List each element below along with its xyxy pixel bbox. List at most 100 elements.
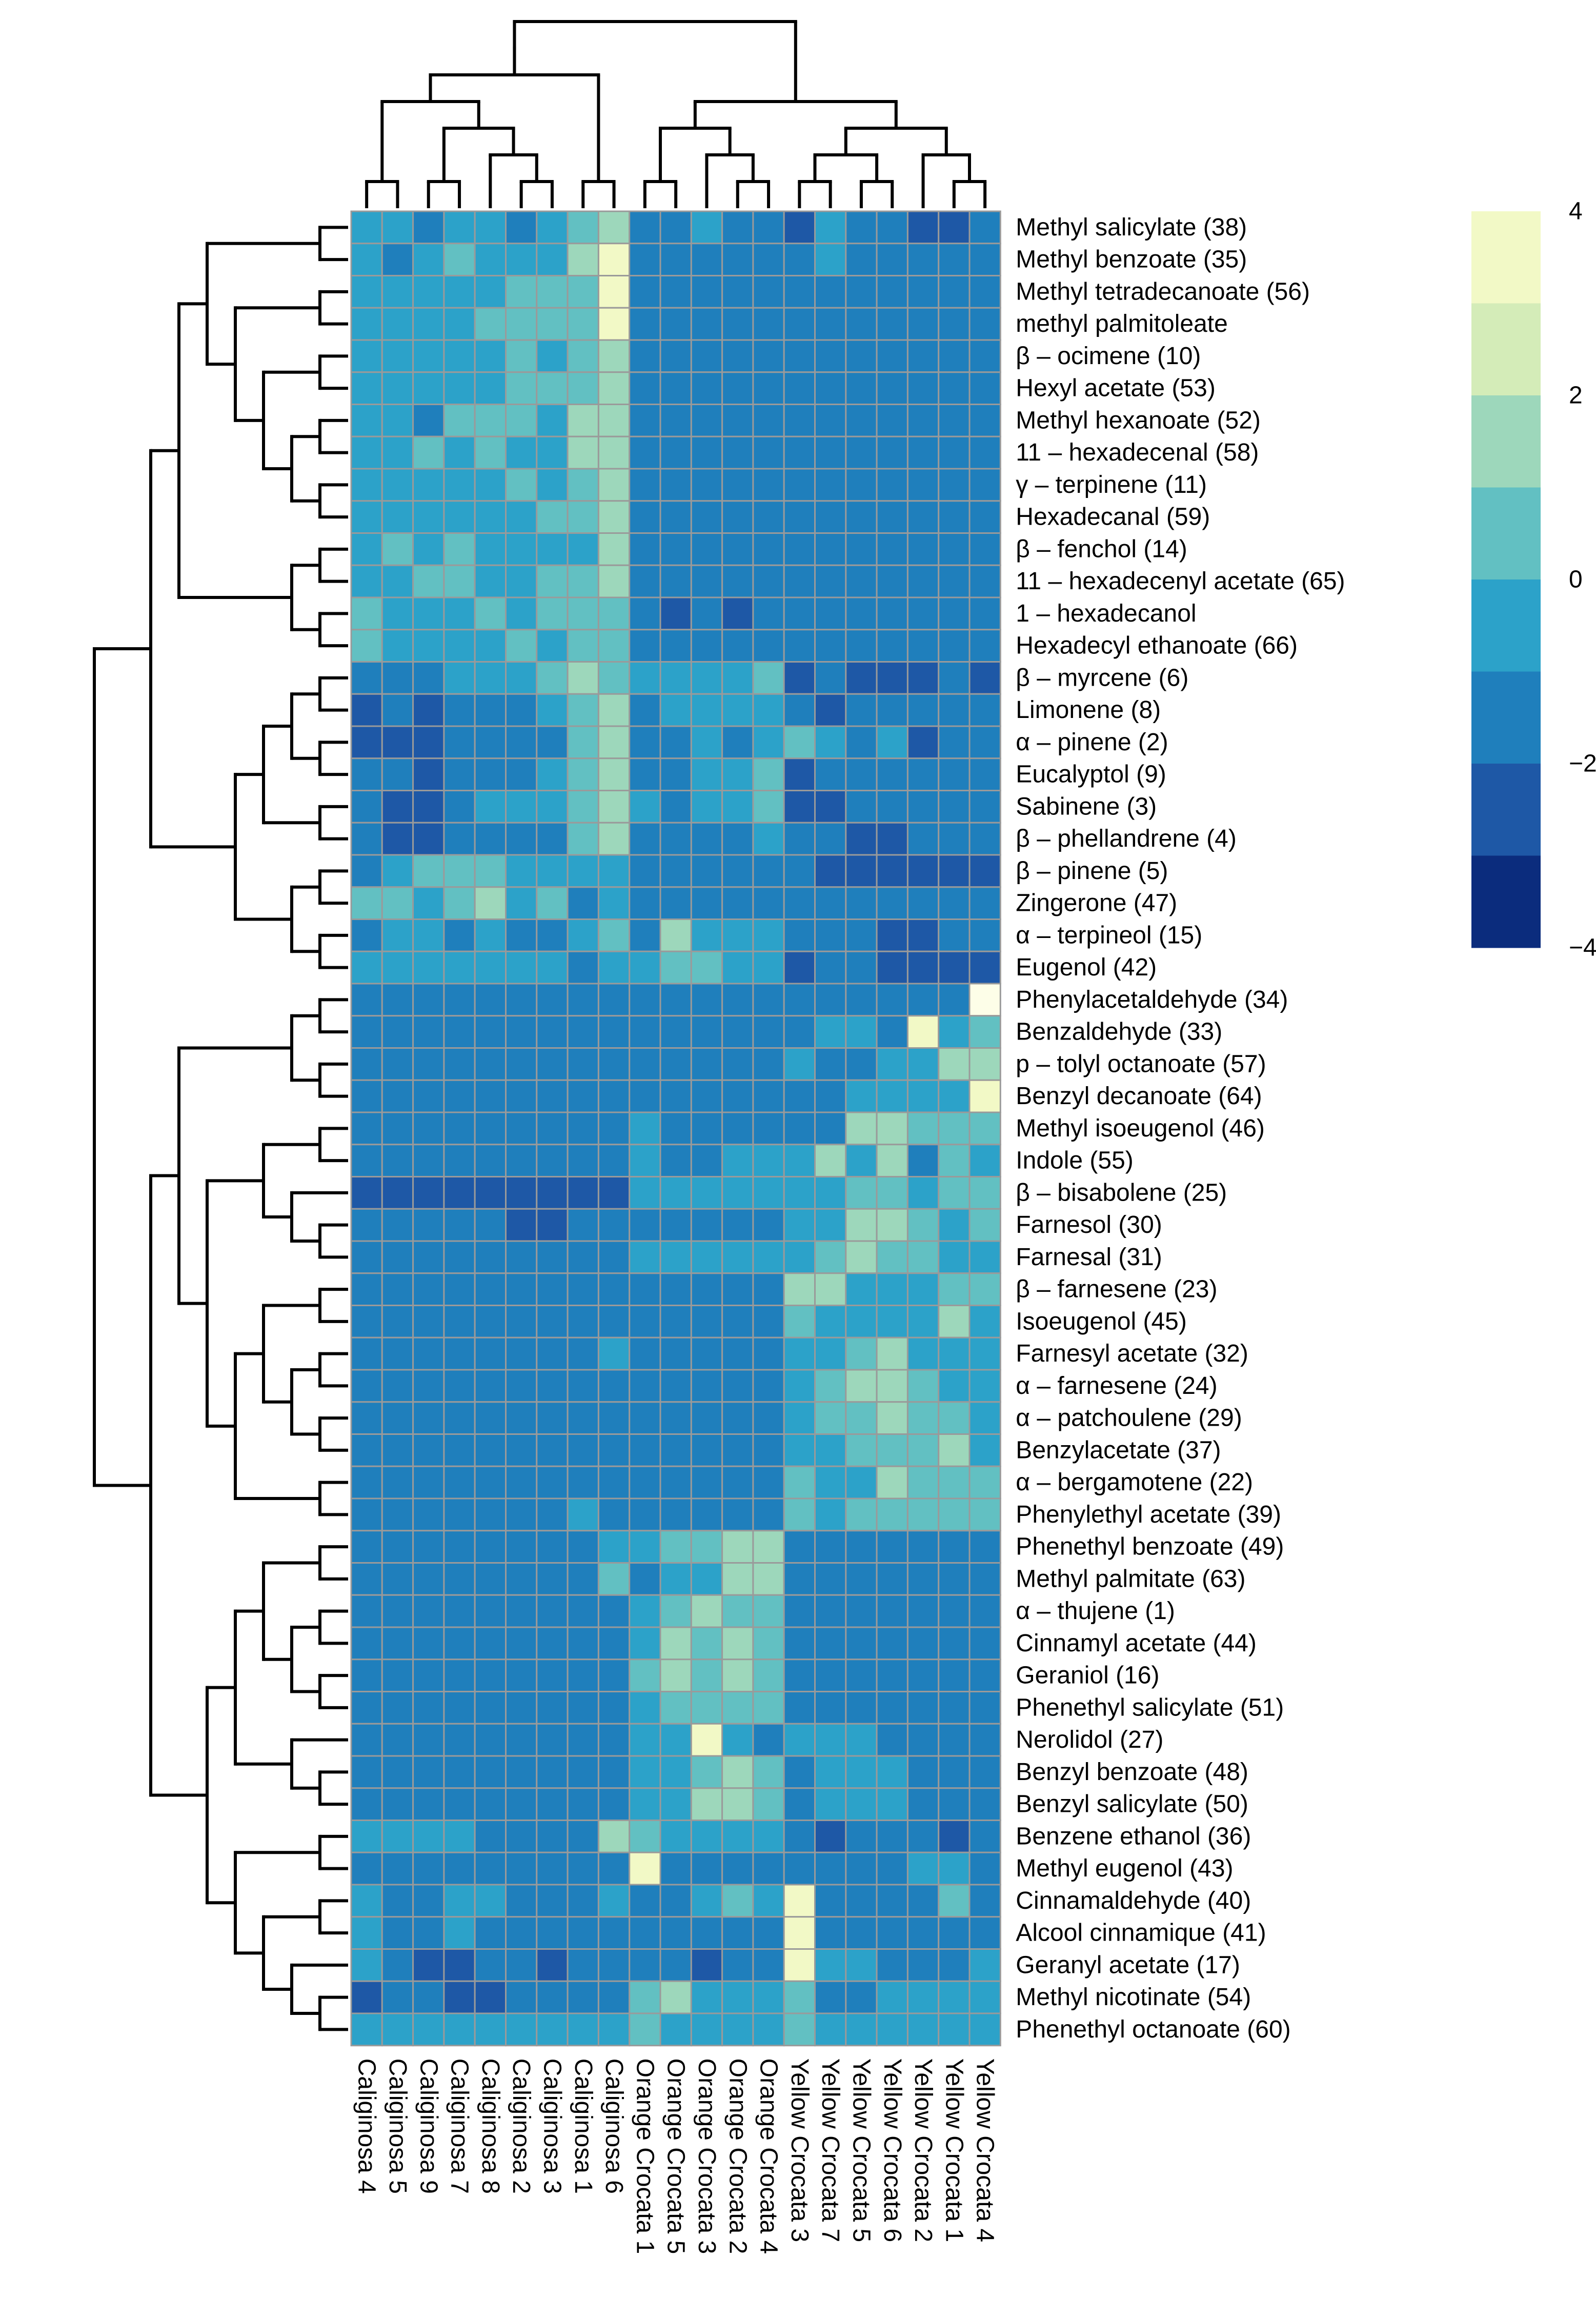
heatmap-cell	[629, 339, 661, 373]
heatmap-cell	[814, 500, 847, 534]
heatmap-cell	[876, 1658, 908, 1692]
heatmap-cell	[968, 1111, 1001, 1146]
heatmap-cell	[381, 1530, 414, 1564]
heatmap-cell	[474, 886, 507, 920]
heatmap-cell	[876, 1530, 908, 1564]
heatmap-cell	[845, 1787, 878, 1821]
heatmap-cell	[629, 1047, 661, 1081]
heatmap-cell	[752, 950, 785, 985]
heatmap-cell	[536, 854, 569, 888]
column-label: Yellow Crocata 4	[972, 2059, 999, 2242]
heatmap-cell	[938, 661, 971, 695]
column-label: Caliginosa 6	[600, 2059, 628, 2194]
heatmap-cell	[629, 1111, 661, 1146]
heatmap-cell	[906, 307, 940, 341]
heatmap-cell	[721, 1980, 754, 2014]
heatmap-cell	[938, 790, 971, 824]
legend-swatch	[1471, 855, 1541, 948]
heatmap-cell	[690, 1336, 723, 1371]
heatmap-cell	[690, 1948, 723, 1982]
heatmap-cell	[690, 1144, 723, 1177]
heatmap-cell	[629, 1401, 661, 1435]
heatmap-cell	[443, 1594, 476, 1628]
heatmap-cell	[906, 886, 940, 920]
heatmap-cell	[659, 854, 692, 888]
heatmap-cell	[906, 1144, 940, 1177]
heatmap-cell	[474, 1530, 507, 1564]
heatmap-cell	[474, 1015, 507, 1049]
heatmap-cell	[783, 629, 816, 663]
heatmap-cell	[938, 983, 971, 1017]
heatmap-cell	[938, 950, 971, 985]
heatmap-cell	[845, 1176, 878, 1210]
heatmap-cell	[474, 1176, 507, 1210]
heatmap-cell	[443, 1079, 476, 1113]
heatmap-cell	[814, 1433, 847, 1467]
heatmap-cell	[597, 275, 631, 309]
heatmap-cell	[350, 1562, 383, 1596]
heatmap-cell	[536, 1723, 569, 1757]
heatmap-cell	[474, 950, 507, 985]
heatmap-cell	[659, 1884, 692, 1918]
heatmap-cell	[659, 1176, 692, 1210]
heatmap-cell	[721, 1562, 754, 1596]
heatmap-cell	[505, 468, 538, 502]
heatmap-cell	[752, 1305, 785, 1338]
heatmap-cell	[629, 1980, 661, 2014]
heatmap-cell	[814, 1272, 847, 1306]
heatmap-cell	[783, 1530, 816, 1564]
heatmap-cell	[783, 1594, 816, 1628]
heatmap-cell	[350, 983, 383, 1017]
heatmap-cell	[721, 1336, 754, 1371]
heatmap-cell	[629, 1015, 661, 1049]
heatmap-cell	[938, 1272, 971, 1306]
heatmap-cell	[474, 275, 507, 309]
heatmap-cell	[845, 1465, 878, 1500]
heatmap-cell	[536, 1305, 569, 1338]
heatmap-cell	[350, 243, 383, 276]
heatmap-cell	[876, 468, 908, 502]
heatmap-cell	[597, 1433, 631, 1467]
heatmap-cell	[721, 371, 754, 405]
heatmap-cell	[968, 1820, 1001, 1853]
heatmap-cell	[597, 1465, 631, 1500]
heatmap-cell	[567, 1980, 599, 2014]
heatmap-cell	[381, 693, 414, 727]
heatmap-cell	[690, 1401, 723, 1435]
heatmap-cell	[597, 1658, 631, 1692]
heatmap-cell	[629, 596, 661, 631]
heatmap-cell	[752, 596, 785, 631]
heatmap-cell	[474, 1916, 507, 1950]
heatmap-cell	[597, 1144, 631, 1177]
heatmap-cell	[783, 1079, 816, 1113]
heatmap-cell	[721, 983, 754, 1017]
heatmap-cell	[567, 1755, 599, 1789]
heatmap-cell	[412, 1530, 445, 1564]
heatmap-cell	[350, 500, 383, 534]
heatmap-cell	[597, 822, 631, 856]
heatmap-cell	[968, 532, 1001, 566]
heatmap-cell	[629, 822, 661, 856]
heatmap-cell	[845, 950, 878, 985]
row-label: Eucalyptol (9)	[1016, 761, 1166, 788]
heatmap-cell	[814, 854, 847, 888]
row-label: 1 – hexadecanol	[1016, 600, 1196, 627]
heatmap-cell	[721, 1272, 754, 1306]
heatmap-cell	[567, 1433, 599, 1467]
heatmap-cell	[350, 564, 383, 598]
heatmap-cell	[690, 822, 723, 856]
heatmap-cell	[597, 886, 631, 920]
heatmap-cell	[474, 1723, 507, 1757]
heatmap-cell	[381, 275, 414, 309]
heatmap-cell	[876, 1755, 908, 1789]
heatmap-cell	[845, 1401, 878, 1435]
heatmap-cell	[474, 983, 507, 1017]
heatmap-cell	[505, 983, 538, 1017]
heatmap-cell	[906, 1176, 940, 1210]
heatmap-cell	[536, 661, 569, 695]
heatmap-cell	[659, 1530, 692, 1564]
heatmap-cell	[783, 1851, 816, 1886]
heatmap-cell	[567, 1626, 599, 1661]
heatmap-cell	[814, 1562, 847, 1596]
heatmap-cell	[906, 468, 940, 502]
